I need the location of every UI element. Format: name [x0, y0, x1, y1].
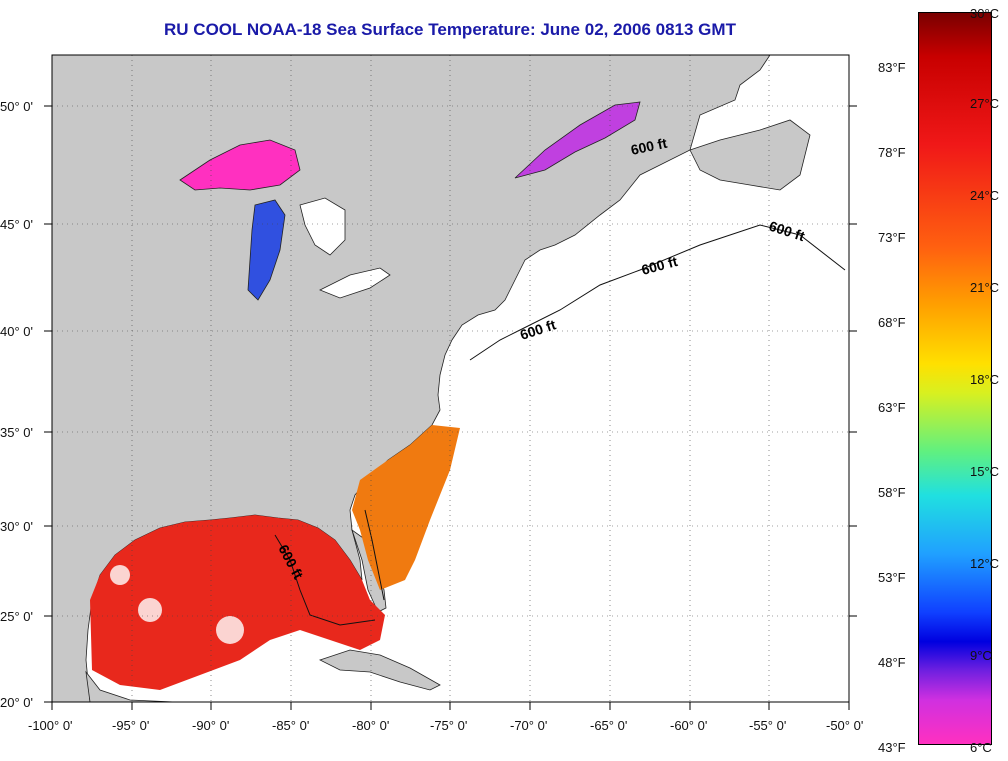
lake-erie	[319, 267, 391, 299]
cloud-patch	[110, 565, 130, 585]
tick-marks	[44, 105, 857, 710]
colorbar-celsius-label: 24°C	[970, 188, 1000, 203]
colorbar-fahrenheit-label: 48°F	[878, 655, 906, 670]
isobath-line	[364, 509, 385, 601]
lat-label: 30° 0'	[0, 519, 33, 534]
lon-label: -55° 0'	[749, 718, 786, 733]
colorbar-fahrenheit-label: 73°F	[878, 230, 906, 245]
colorbar	[918, 12, 992, 745]
lat-label: 45° 0'	[0, 217, 33, 232]
colorbar-fahrenheit-label: 58°F	[878, 485, 906, 500]
land-cuba	[318, 649, 441, 691]
lon-label: -75° 0'	[430, 718, 467, 733]
colorbar-fahrenheit-label: 83°F	[878, 60, 906, 75]
lon-label: -60° 0'	[670, 718, 707, 733]
lat-label: 35° 0'	[0, 425, 33, 440]
colorbar-celsius-label: 27°C	[970, 96, 1000, 111]
colorbar-celsius-label: 18°C	[970, 372, 1000, 387]
cloud-patch	[292, 632, 308, 648]
st-lawrence	[514, 101, 641, 179]
lon-label: -90° 0'	[192, 718, 229, 733]
isobath-line	[469, 224, 846, 361]
colorbar-fahrenheit-label: 78°F	[878, 145, 906, 160]
lat-label: 20° 0'	[0, 695, 33, 710]
colorbar-celsius-label: 9°C	[970, 648, 992, 663]
colorbar-fahrenheit-label: 53°F	[878, 570, 906, 585]
isobath-label: 600 ft	[629, 135, 668, 158]
lake-superior	[179, 139, 301, 191]
lon-label: -65° 0'	[590, 718, 627, 733]
map-title: RU COOL NOAA-18 Sea Surface Temperature:…	[164, 20, 736, 39]
cloud-patch	[138, 598, 162, 622]
gulf-sst	[90, 515, 385, 690]
colorbar-celsius-label: 6°C	[970, 740, 992, 755]
colorbar-fahrenheit-label: 63°F	[878, 400, 906, 415]
cloud-patch	[216, 616, 244, 644]
land-maritimes	[689, 119, 811, 191]
lon-label: -100° 0'	[28, 718, 73, 733]
lake-huron	[299, 197, 346, 256]
lon-label: -50° 0'	[826, 718, 863, 733]
lon-label: -85° 0'	[272, 718, 309, 733]
colorbar-celsius-label: 21°C	[970, 280, 1000, 295]
colorbar-fahrenheit-label: 43°F	[878, 740, 906, 755]
lon-label: -80° 0'	[352, 718, 389, 733]
lat-label: 40° 0'	[0, 324, 33, 339]
isobath-line	[274, 534, 376, 626]
lon-label: -95° 0'	[112, 718, 149, 733]
lat-label: 50° 0'	[0, 99, 33, 114]
colorbar-celsius-label: 30°C	[970, 6, 1000, 21]
colorbar-fahrenheit-label: 68°F	[878, 315, 906, 330]
gulf-stream-sst	[352, 425, 460, 590]
lake-michigan	[247, 199, 286, 301]
lon-label: -70° 0'	[510, 718, 547, 733]
lat-label: 25° 0'	[0, 609, 33, 624]
colorbar-celsius-label: 12°C	[970, 556, 1000, 571]
colorbar-celsius-label: 15°C	[970, 464, 1000, 479]
